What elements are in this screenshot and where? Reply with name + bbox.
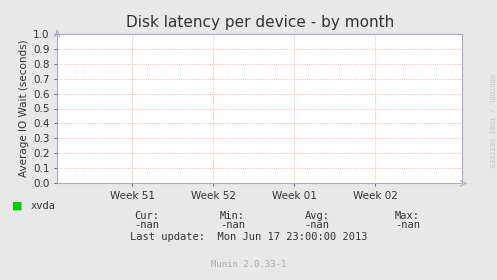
- Y-axis label: Average IO Wait (seconds): Average IO Wait (seconds): [19, 40, 29, 177]
- Text: ■: ■: [12, 201, 23, 211]
- Text: -nan: -nan: [395, 220, 420, 230]
- Title: Disk latency per device - by month: Disk latency per device - by month: [126, 15, 394, 30]
- Text: -nan: -nan: [305, 220, 330, 230]
- Text: Munin 2.0.33-1: Munin 2.0.33-1: [211, 260, 286, 269]
- Text: Cur:: Cur:: [134, 211, 159, 221]
- Text: Min:: Min:: [220, 211, 245, 221]
- Text: Avg:: Avg:: [305, 211, 330, 221]
- Text: xvda: xvda: [31, 201, 56, 211]
- Text: Last update:  Mon Jun 17 23:00:00 2013: Last update: Mon Jun 17 23:00:00 2013: [130, 232, 367, 242]
- Text: RRDTOOL / TOBI OETIKER: RRDTOOL / TOBI OETIKER: [488, 74, 494, 167]
- Text: -nan: -nan: [134, 220, 159, 230]
- Text: Max:: Max:: [395, 211, 420, 221]
- Text: -nan: -nan: [220, 220, 245, 230]
